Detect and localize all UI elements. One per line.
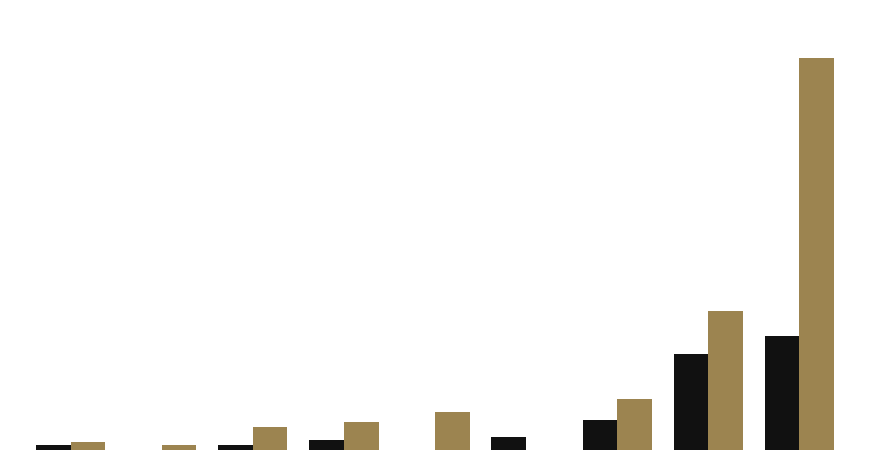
Bar (162, 445, 196, 450)
Bar (616, 399, 651, 450)
Bar (309, 440, 343, 450)
Bar (70, 442, 105, 450)
Bar (253, 427, 287, 450)
Bar (764, 336, 799, 450)
Bar (799, 58, 833, 450)
Bar (673, 354, 707, 450)
Bar (707, 311, 742, 450)
Bar (36, 445, 70, 450)
Bar (218, 445, 253, 450)
Bar (491, 437, 526, 450)
Bar (434, 412, 469, 450)
Bar (343, 422, 378, 450)
Bar (582, 420, 616, 450)
